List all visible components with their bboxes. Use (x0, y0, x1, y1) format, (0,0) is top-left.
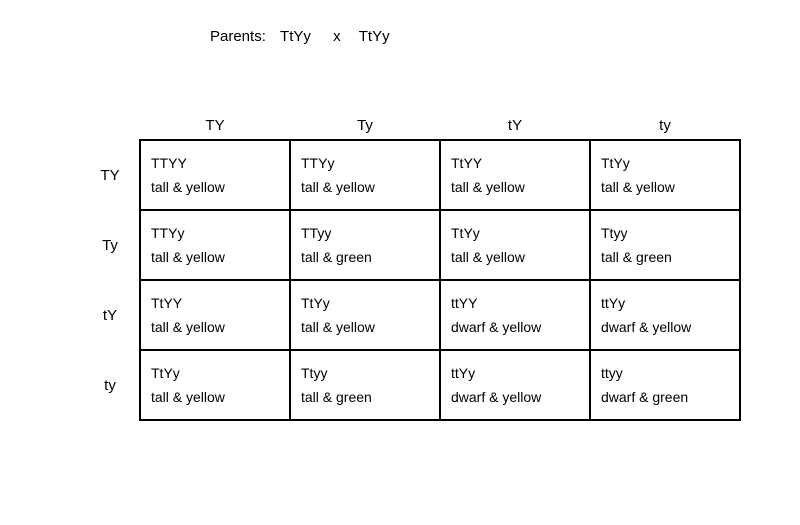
punnett-cell: TtYY tall & yellow (139, 279, 291, 351)
row-header: ty (80, 350, 140, 420)
row-header: tY (80, 280, 140, 350)
punnett-cell: TtYy tall & yellow (139, 349, 291, 421)
phenotype: dwarf & yellow (451, 318, 581, 338)
genotype: TTYY (151, 154, 281, 174)
col-header: ty (590, 110, 740, 140)
cross-symbol: x (333, 28, 341, 45)
punnett-cell: Ttyy tall & green (589, 209, 741, 281)
genotype: TTYy (151, 224, 281, 244)
punnett-cell: Ttyy tall & green (289, 349, 441, 421)
col-header: tY (440, 110, 590, 140)
punnett-cell: TTYy tall & yellow (139, 209, 291, 281)
genotype: TtYy (451, 224, 581, 244)
phenotype: tall & yellow (301, 178, 431, 198)
punnett-cell: TtYy tall & yellow (439, 209, 591, 281)
phenotype: tall & yellow (151, 388, 281, 408)
punnett-cell: TTyy tall & green (289, 209, 441, 281)
punnett-cell: TTYy tall & yellow (289, 139, 441, 211)
phenotype: tall & yellow (151, 178, 281, 198)
genotype: TtYY (151, 294, 281, 314)
phenotype: tall & yellow (151, 248, 281, 268)
punnett-cell: ttYY dwarf & yellow (439, 279, 591, 351)
punnett-cell: ttYy dwarf & yellow (439, 349, 591, 421)
phenotype: dwarf & green (601, 388, 731, 408)
column-headers: TY Ty tY ty (80, 110, 740, 140)
phenotype: tall & green (601, 248, 731, 268)
phenotype: dwarf & yellow (451, 388, 581, 408)
parents-label: Parents: (210, 28, 266, 45)
genotype: TTyy (301, 224, 431, 244)
genotype: Ttyy (601, 224, 731, 244)
phenotype: tall & green (301, 388, 431, 408)
phenotype: dwarf & yellow (601, 318, 731, 338)
phenotype: tall & yellow (601, 178, 731, 198)
phenotype: tall & yellow (151, 318, 281, 338)
genotype: TtYy (301, 294, 431, 314)
row-header: TY (80, 140, 140, 210)
col-header: TY (140, 110, 290, 140)
punnett-square: TY Ty tY ty TY TTYY tall & yellow TTYy t… (80, 110, 740, 420)
phenotype: tall & yellow (301, 318, 431, 338)
genotype: TTYy (301, 154, 431, 174)
phenotype: tall & green (301, 248, 431, 268)
phenotype: tall & yellow (451, 248, 581, 268)
genotype: TtYY (451, 154, 581, 174)
row-header: Ty (80, 210, 140, 280)
genotype: ttYy (451, 364, 581, 384)
phenotype: tall & yellow (451, 178, 581, 198)
col-header: Ty (290, 110, 440, 140)
genotype: TtYy (151, 364, 281, 384)
punnett-cell: ttyy dwarf & green (589, 349, 741, 421)
parent-a: TtYy (280, 28, 311, 45)
genotype: TtYy (601, 154, 731, 174)
punnett-cell: ttYy dwarf & yellow (589, 279, 741, 351)
genotype: ttYY (451, 294, 581, 314)
parents-line: Parents: TtYy x TtYy (210, 28, 390, 45)
punnett-grid: TY TTYY tall & yellow TTYy tall & yellow… (80, 140, 740, 420)
genotype: ttYy (601, 294, 731, 314)
punnett-cell: TtYY tall & yellow (439, 139, 591, 211)
genotype: Ttyy (301, 364, 431, 384)
genotype: ttyy (601, 364, 731, 384)
parent-b: TtYy (359, 28, 390, 45)
punnett-cell: TtYy tall & yellow (289, 279, 441, 351)
punnett-cell: TTYY tall & yellow (139, 139, 291, 211)
punnett-cell: TtYy tall & yellow (589, 139, 741, 211)
